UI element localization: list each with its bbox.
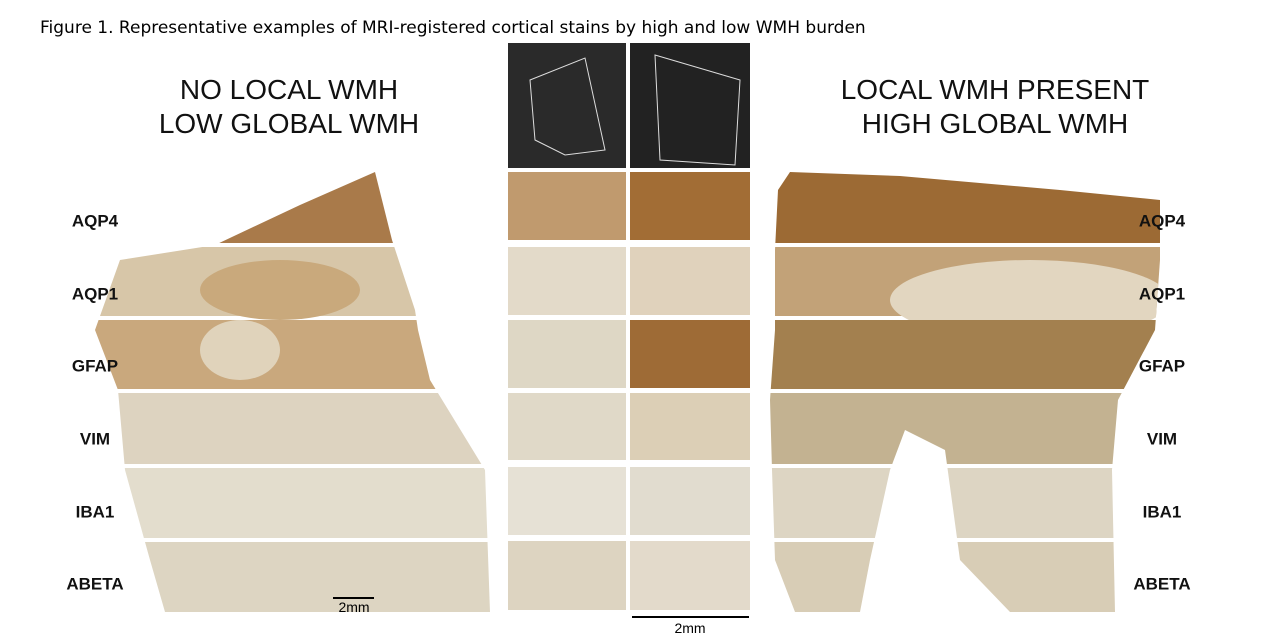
- left-heading: NO LOCAL WMH: [180, 74, 398, 105]
- scale-bar-label: 2mm: [674, 620, 705, 636]
- stain-label: VIM: [80, 429, 110, 448]
- stain-label: GFAP: [72, 356, 118, 375]
- right-heading: LOCAL WMH PRESENT: [841, 74, 1150, 105]
- stain-label: AQP1: [1139, 284, 1185, 303]
- mri-tiles: [508, 43, 750, 168]
- stain-label: GFAP: [1139, 356, 1185, 375]
- left-heading: LOW GLOBAL WMH: [159, 108, 419, 139]
- stain-label: IBA1: [76, 502, 115, 521]
- figure-title: Figure 1. Representative examples of MRI…: [40, 18, 866, 38]
- stain-label: ABETA: [66, 574, 123, 593]
- right-tissue: [770, 172, 1160, 612]
- right-heading: HIGH GLOBAL WMH: [862, 108, 1129, 139]
- stain-label: AQP1: [72, 284, 118, 303]
- scale-bar-label: 2mm: [338, 599, 369, 615]
- stain-label: AQP4: [1139, 211, 1186, 230]
- stain-label: VIM: [1147, 429, 1177, 448]
- stain-label: ABETA: [1133, 574, 1190, 593]
- stain-label: AQP4: [72, 211, 119, 230]
- stain-tiles: [508, 172, 750, 610]
- left-tissue: [95, 172, 490, 612]
- stain-label: IBA1: [1143, 502, 1182, 521]
